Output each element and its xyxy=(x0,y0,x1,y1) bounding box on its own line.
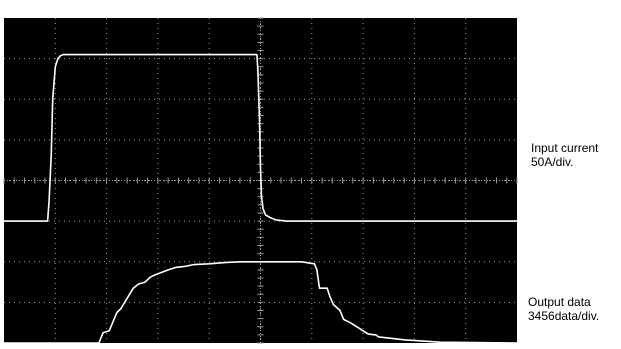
output-data-trace xyxy=(4,260,518,344)
input-current-scale: 50A/div. xyxy=(531,155,574,169)
input-current-label: Input current 50A/div. xyxy=(531,141,598,169)
output-data-name: Output data xyxy=(528,295,591,309)
grid xyxy=(3,17,518,344)
traces xyxy=(4,53,518,344)
input-current-name: Input current xyxy=(531,141,599,155)
input-current-trace xyxy=(4,53,517,222)
output-data-label: Output data 3456data/div. xyxy=(528,295,599,323)
output-data-scale: 3456data/div. xyxy=(528,309,600,323)
